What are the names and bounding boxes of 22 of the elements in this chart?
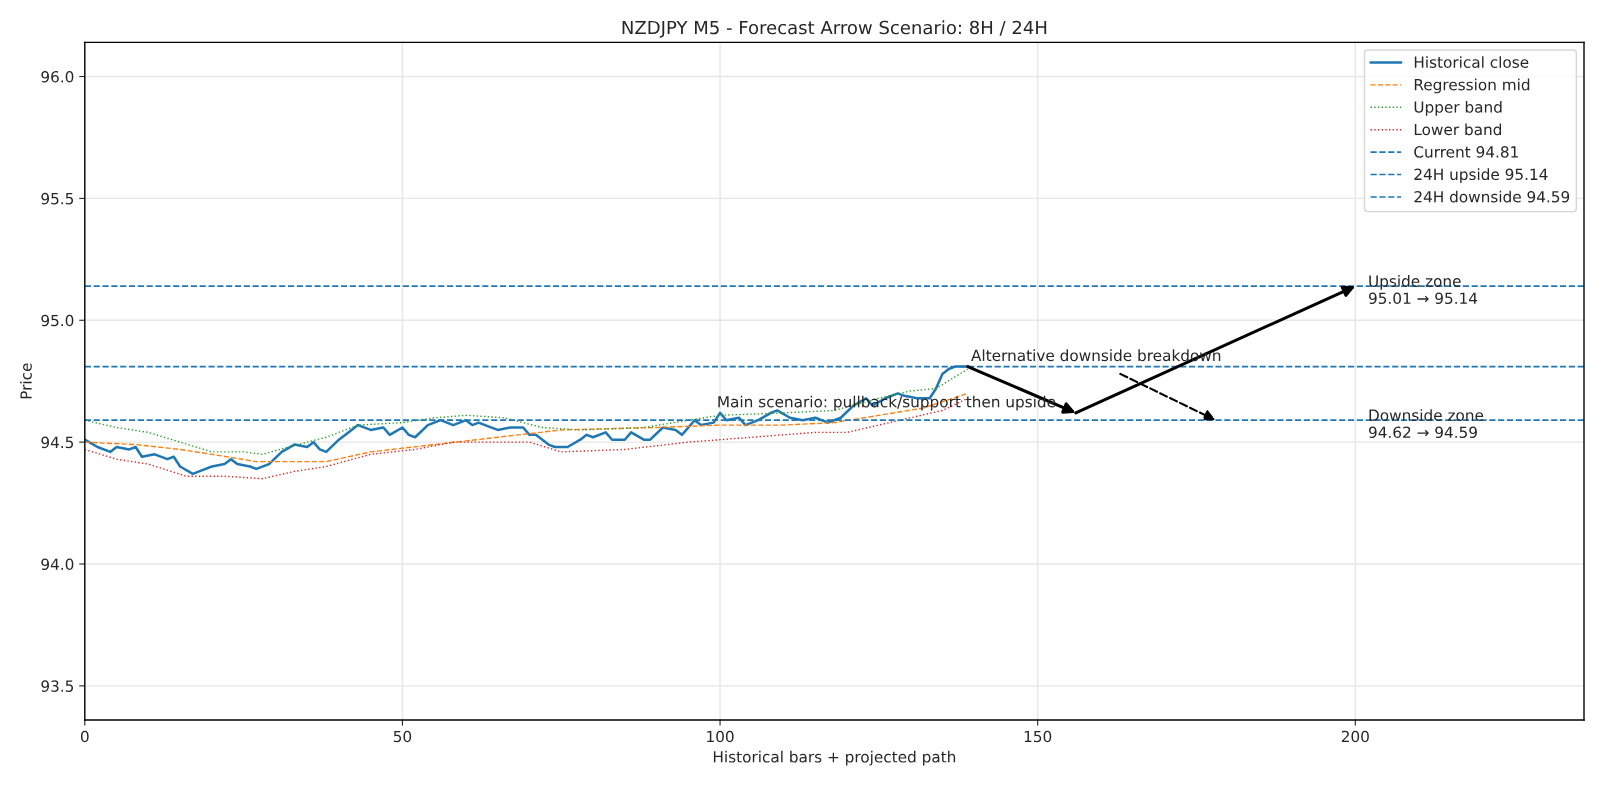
x-tick-label: 0 <box>80 730 89 743</box>
legend-label: Lower band <box>1414 123 1502 136</box>
x-axis-title: Historical bars + projected path <box>713 750 956 766</box>
x-tick-label: 200 <box>1341 730 1369 743</box>
y-tick-label: 93.5 <box>41 680 74 692</box>
legend-label: Regression mid <box>1414 78 1530 94</box>
x-tick-label: 100 <box>707 730 734 743</box>
y-tick-label: 96.0 <box>41 70 74 83</box>
y-tick-label: 95.0 <box>41 314 74 327</box>
x-tick-label: 150 <box>1024 730 1052 743</box>
legend-label: Upper band <box>1414 101 1502 116</box>
y-tick-label: 95.5 <box>41 192 74 205</box>
legend-label: Historical close <box>1414 56 1529 68</box>
y-axis-title: Price <box>20 363 32 399</box>
annotation: Downside zone 94.62 → 94.59 <box>1368 409 1484 439</box>
legend-label: 24H downside 94.59 <box>1414 190 1570 203</box>
y-tick-label: 94.5 <box>41 436 74 449</box>
legend-label: Current 94.81 <box>1414 146 1518 158</box>
chart-title: NZDJPY M5 - Forecast Arrow Scenario: 8H / 24H <box>622 20 1047 38</box>
y-tick-label: 94.0 <box>41 558 74 571</box>
legend-label: 24H upside 95.14 <box>1414 168 1548 184</box>
x-tick-label: 50 <box>393 730 412 743</box>
